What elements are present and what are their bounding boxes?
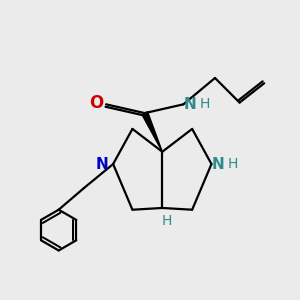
Text: N: N: [212, 157, 224, 172]
Polygon shape: [142, 112, 162, 152]
Text: H: H: [161, 214, 172, 228]
Text: H: H: [228, 157, 238, 171]
Text: O: O: [89, 94, 103, 112]
Text: N: N: [183, 97, 196, 112]
Text: N: N: [95, 157, 108, 172]
Text: H: H: [200, 97, 210, 111]
